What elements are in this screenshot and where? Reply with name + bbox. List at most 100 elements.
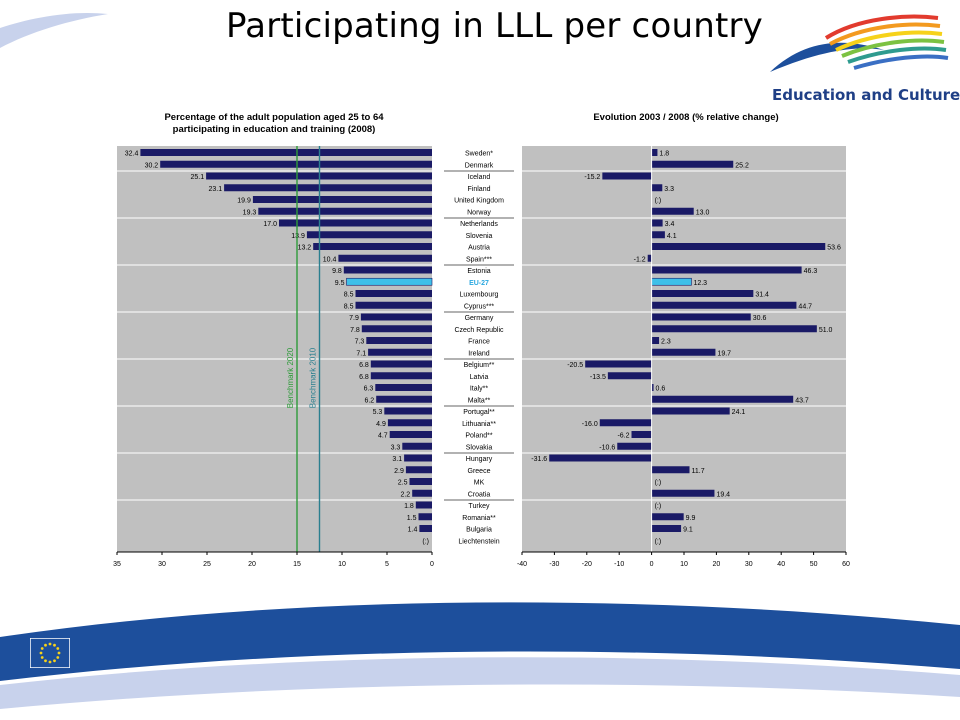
right-data-label: 11.7	[692, 468, 705, 475]
left-data-label: 2.2	[400, 491, 410, 498]
left-bar	[366, 337, 432, 344]
country-label: United Kingdom	[454, 198, 504, 205]
left-data-label: 7.1	[356, 350, 366, 357]
right-bar	[599, 419, 652, 427]
right-data-label: 24.1	[732, 409, 746, 416]
country-label: MK	[474, 480, 485, 487]
right-data-label: 19.7	[717, 350, 731, 357]
right-bar	[651, 489, 715, 497]
left-bar	[160, 160, 432, 168]
education-culture-logo	[770, 14, 949, 72]
left-data-label: 6.3	[364, 386, 374, 393]
country-label: Greece	[468, 468, 491, 475]
left-bar	[415, 501, 432, 509]
top-left-swoosh	[0, 12, 108, 48]
left-bar	[140, 149, 432, 156]
left-bar	[376, 395, 432, 403]
country-label: Czech Republic	[454, 327, 504, 334]
right-bar	[651, 149, 658, 156]
right-data-label: -10.6	[599, 444, 615, 451]
left-bar	[409, 478, 432, 485]
country-label: France	[468, 339, 490, 346]
right-x-tick-label: -20	[582, 561, 592, 568]
right-x-tick-label: -10	[614, 561, 624, 568]
left-bar	[370, 360, 432, 368]
right-data-label: 46.3	[804, 268, 818, 275]
left-data-label: 17.0	[263, 221, 277, 228]
left-data-label: 10.4	[323, 256, 337, 263]
right-bar	[651, 231, 665, 239]
left-data-label: 8.5	[344, 292, 354, 299]
left-data-label: 1.8	[404, 503, 414, 510]
country-label: Croatia	[468, 491, 491, 498]
left-data-label: 2.5	[398, 480, 408, 487]
country-label: Lithuania**	[462, 421, 496, 428]
left-bar	[355, 301, 432, 309]
country-label: Sweden*	[465, 151, 493, 158]
country-label: Netherlands	[460, 221, 498, 228]
left-bar	[368, 348, 432, 356]
left-bar	[370, 372, 432, 380]
left-data-label: 4.7	[378, 433, 388, 440]
left-x-tick-label: 10	[338, 561, 346, 568]
left-x-tick-label: 5	[385, 561, 389, 568]
right-bar	[651, 266, 802, 274]
country-label: Finland	[468, 186, 491, 193]
benchmark-label: Benchmark 2010	[309, 347, 318, 408]
left-data-label: 23.1	[208, 186, 222, 193]
right-bar	[617, 442, 652, 450]
right-data-label: 43.7	[795, 397, 809, 404]
right-bar	[602, 172, 652, 180]
left-bar	[419, 525, 432, 532]
right-data-label: -31.6	[531, 456, 547, 463]
left-data-label: 2.9	[394, 468, 404, 475]
right-x-tick-label: -40	[517, 561, 527, 568]
left-data-label: 6.8	[359, 362, 369, 369]
left-bar	[343, 266, 432, 274]
right-x-tick-label: 0	[650, 561, 654, 568]
left-bar	[412, 489, 432, 497]
left-bar	[355, 290, 432, 297]
right-x-tick-label: -30	[549, 561, 559, 568]
left-bar	[389, 431, 432, 438]
right-x-tick-label: 60	[842, 561, 850, 568]
right-bar	[651, 513, 684, 521]
bottom-swoosh-banner	[0, 593, 960, 720]
right-bar	[651, 184, 663, 192]
country-label: Belgium**	[464, 362, 495, 369]
left-data-label: 7.3	[355, 339, 365, 346]
left-bar	[361, 325, 432, 333]
brand-text: Education and Culture	[772, 86, 960, 104]
left-bar	[306, 231, 432, 239]
left-data-label: 3.1	[392, 456, 402, 463]
right-bar	[651, 337, 660, 344]
left-data-label: 1.4	[408, 527, 418, 534]
right-bar	[651, 301, 797, 309]
left-bar	[375, 384, 432, 391]
left-data-label: 25.1	[190, 174, 204, 181]
right-data-label: 53.6	[827, 245, 841, 252]
left-bar	[313, 243, 432, 250]
right-bar	[549, 454, 652, 462]
right-bar	[651, 325, 817, 333]
left-data-label: 6.8	[359, 374, 369, 381]
left-data-label: 13.2	[298, 245, 312, 252]
eu-flag-icon	[30, 638, 70, 668]
left-bar	[384, 407, 432, 415]
left-bar	[338, 254, 432, 262]
country-label: Austria	[468, 245, 490, 252]
country-label: Estonia	[467, 268, 490, 275]
left-data-label: 1.5	[407, 515, 417, 522]
left-bar	[404, 454, 432, 462]
right-data-label: 19.4	[716, 491, 730, 498]
right-data-label: 25.2	[735, 162, 749, 169]
left-data-label: 30.2	[145, 162, 159, 169]
right-data-label: 0.6	[656, 386, 666, 393]
chart-figure: Percentage of the adult population aged …	[113, 112, 850, 568]
country-label: Latvia	[470, 374, 489, 381]
right-x-tick-label: 10	[680, 561, 688, 568]
right-data-label: 30.6	[753, 315, 767, 322]
slide-title: Participating in LLL per country	[226, 6, 763, 46]
right-bar	[651, 525, 682, 532]
country-label: Romania**	[462, 515, 496, 522]
